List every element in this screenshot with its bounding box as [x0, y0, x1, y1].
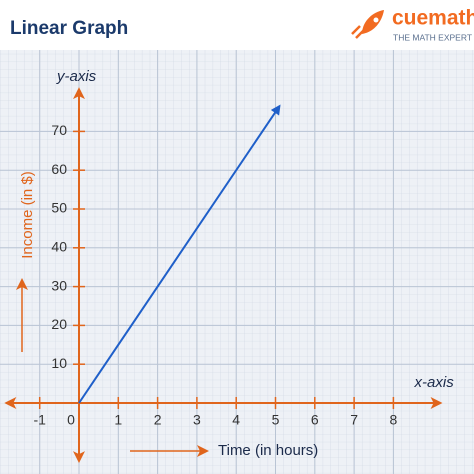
logo: cuemath THE MATH EXPERT: [351, 7, 474, 42]
y-tick-label: 50: [51, 200, 67, 216]
x-tick-label: 0: [67, 412, 75, 428]
data-line: [78, 104, 281, 404]
y-axis-name: y-axis: [56, 68, 97, 85]
y-tick-label: 20: [51, 316, 67, 332]
y-tick-label: 10: [51, 355, 67, 371]
x-tick-label: 3: [193, 412, 201, 428]
y-tick-label: 30: [51, 277, 67, 293]
x-tick-label: -1: [33, 412, 46, 428]
y-tick-label: 70: [51, 122, 67, 138]
minor-grid: [0, 50, 474, 474]
y-axis-label: Income (in $): [19, 171, 36, 259]
x-tick-label: 5: [272, 412, 280, 428]
x-tick-label: 2: [154, 412, 162, 428]
x-tick-label: 4: [232, 412, 240, 428]
logo-icon-window: [373, 17, 379, 23]
y-tick-label: 60: [51, 161, 67, 177]
chart-title: Linear Graph: [10, 18, 128, 39]
x-tick-label: 8: [390, 412, 398, 428]
logo-icon-trail: [351, 25, 365, 39]
brand-tagline: THE MATH EXPERT: [393, 32, 472, 42]
x-axis-name: x-axis: [414, 374, 455, 391]
brand-name: cuemath: [392, 7, 474, 30]
axes: -1 0 1 2 3 4 5 6 7 8 10 20 30 40 50 60 70 y-axis x-axis: [4, 68, 455, 464]
y-tick-label: 40: [51, 239, 67, 255]
logo-icon: [362, 10, 384, 34]
x-tick-label: 6: [311, 412, 319, 428]
x-axis-label: Time (in hours): [218, 442, 318, 459]
x-tick-label: 1: [114, 412, 122, 428]
x-tick-label: 7: [350, 412, 358, 428]
